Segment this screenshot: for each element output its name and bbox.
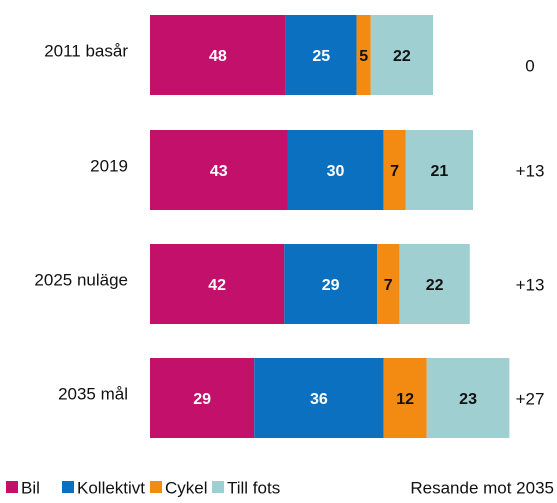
legend-label: Till fots — [227, 478, 280, 497]
growth-label: +13 — [516, 275, 545, 294]
data-label: 29 — [193, 391, 211, 408]
legend-label: Bil — [21, 478, 40, 497]
bar-segment — [383, 130, 406, 210]
bar-segment — [150, 15, 286, 95]
data-label: 42 — [208, 277, 226, 294]
bar-segment — [287, 130, 384, 210]
data-label: 5 — [359, 48, 368, 65]
bar-segment — [150, 358, 255, 438]
bar-segment — [426, 358, 510, 438]
bar-segment — [254, 358, 384, 438]
category-label: 2025 nuläge — [34, 270, 128, 289]
data-label: 29 — [322, 277, 340, 294]
bar-segment — [370, 15, 433, 95]
bar-segment — [284, 244, 378, 324]
category-label: 2019 — [90, 156, 128, 175]
bar-segment — [150, 244, 285, 324]
data-label: 25 — [312, 48, 330, 65]
data-label: 22 — [393, 48, 411, 65]
growth-label: +13 — [516, 161, 545, 180]
bar-segment — [356, 15, 371, 95]
data-label: 7 — [384, 277, 393, 294]
data-label: 30 — [327, 163, 345, 180]
growth-title: Resande mot 2035 — [410, 478, 554, 497]
category-label: 2011 basår — [44, 41, 128, 60]
growth-label: 0 — [525, 56, 534, 75]
data-label: 12 — [396, 391, 414, 408]
data-label: 36 — [310, 391, 328, 408]
growth-label: +27 — [516, 389, 545, 408]
legend-swatch — [212, 481, 224, 493]
legend-swatch — [62, 481, 74, 493]
data-label: 43 — [210, 163, 228, 180]
bar-segment — [377, 244, 400, 324]
data-label: 22 — [426, 277, 444, 294]
data-label: 48 — [209, 48, 227, 65]
legend-label: Cykel — [165, 478, 208, 497]
data-label: 21 — [431, 163, 449, 180]
bar-segment — [383, 358, 427, 438]
bar-segment — [285, 15, 357, 95]
data-label: 23 — [459, 391, 477, 408]
data-label: 7 — [390, 163, 399, 180]
bar-segment — [150, 130, 288, 210]
legend-label: Kollektivt — [77, 478, 145, 497]
category-label: 2035 mål — [58, 384, 128, 403]
bar-segment — [399, 244, 470, 324]
legend-swatch — [150, 481, 162, 493]
bar-segment — [405, 130, 473, 210]
legend-swatch — [6, 481, 18, 493]
